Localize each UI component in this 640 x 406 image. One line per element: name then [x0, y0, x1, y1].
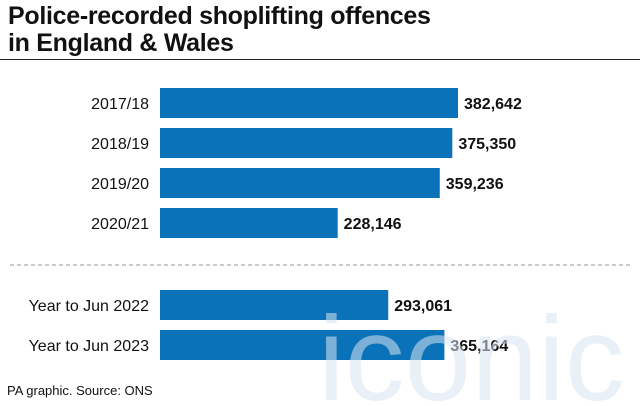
title-line-1: Police-recorded shoplifting offences: [8, 2, 431, 30]
bar: [160, 290, 389, 320]
value-label: 293,061: [394, 298, 452, 315]
iconic-watermark: iconic: [318, 300, 625, 406]
source-note: PA graphic. Source: ONS: [7, 383, 153, 398]
bar-chart: 2017/18 382,642 2018/19 375,350 2019/20 359,2…: [10, 88, 632, 360]
bar: [160, 128, 453, 158]
value-label: 359,236: [446, 176, 504, 193]
chart-title: Police-recorded shoplifting offences in …: [8, 3, 628, 57]
bar: [160, 88, 458, 118]
title-line-2: in England & Wales: [8, 29, 234, 57]
value-label: 382,642: [464, 96, 522, 113]
bar: [160, 330, 445, 360]
category-label: 2017/18: [91, 96, 149, 113]
category-label: 2020/21: [91, 216, 149, 233]
value-label: 365,164: [450, 338, 508, 355]
category-label: 2019/20: [91, 176, 149, 193]
value-label: 375,350: [458, 136, 516, 153]
bar: [160, 208, 338, 238]
watermark-text: iconic: [318, 300, 625, 406]
title-rule: [0, 59, 640, 60]
category-label: Year to Jun 2022: [29, 298, 150, 315]
value-label: 228,146: [344, 216, 402, 233]
bar: [160, 168, 440, 198]
category-label: 2018/19: [91, 136, 149, 153]
category-label: Year to Jun 2023: [29, 338, 150, 355]
